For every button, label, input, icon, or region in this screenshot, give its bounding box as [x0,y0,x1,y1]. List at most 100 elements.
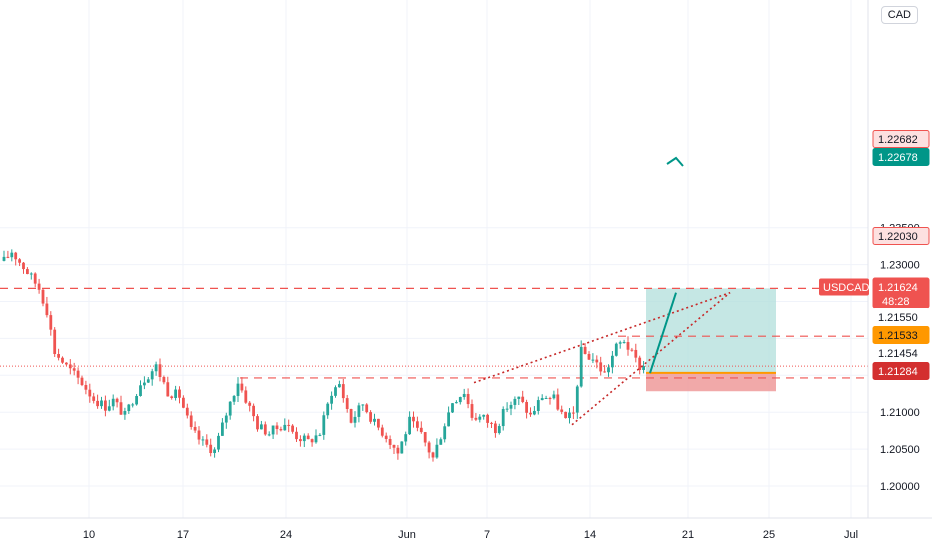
candle-body [248,402,252,406]
candle-body [100,400,103,407]
candle-body [252,405,255,417]
candle-body [236,383,240,396]
candle-body [455,402,458,404]
candle-body [244,390,248,403]
price-tag-value: 1.21550 [878,312,918,324]
profit-zone [646,288,776,373]
x-tick-label: 21 [682,529,694,541]
candle-body [318,434,322,436]
candle-body [295,431,298,440]
candle-body [634,349,638,358]
candle-body [123,411,127,415]
wedge-upper-line [473,291,731,384]
candle-body [423,432,427,443]
candle-body [2,256,6,261]
price-tag [872,148,930,166]
candle-body [72,368,76,371]
candle-body [158,364,162,378]
candle-body [334,387,337,396]
candle-body [322,415,326,435]
candle-body [205,439,209,445]
y-tick-label: 1.20000 [880,481,920,493]
candle-body [104,400,107,411]
candle-body [384,435,388,439]
candle-body [501,409,505,427]
symbol-tag [819,278,869,296]
candle-body [556,394,560,410]
candle-body [189,415,193,427]
candle-body [373,418,376,422]
candle-body [170,396,174,398]
candle-body [45,303,49,316]
candle-body [217,435,220,450]
candle-body [349,408,353,423]
x-tick-label: 10 [83,529,95,541]
candle-body [263,424,267,435]
candle-body [607,367,610,373]
candle-body [306,435,310,440]
candle-body [57,354,60,358]
candle-body [630,349,634,351]
candle-body [41,289,45,304]
candle-body [404,434,408,442]
candle-body [458,397,462,403]
currency-label[interactable]: CAD [880,6,918,24]
position-zone-layer [646,288,776,392]
candle-body [595,359,599,363]
candle-body [228,401,232,416]
candle-body [271,425,275,435]
candle-body [486,414,489,423]
candle-body [314,435,318,443]
candle-body [6,256,10,258]
candle-body [431,452,435,458]
candle-body [575,386,579,413]
candle-body [115,398,119,403]
candle-body [583,346,587,354]
price-tag [872,326,930,344]
candle-body [614,343,618,356]
grid-layer [0,0,868,518]
candle-body [427,442,431,453]
candle-body [221,422,224,436]
candle-body [560,409,564,412]
price-tags-layer: 1.22682 1.22678 1.22030 1.21624 48:28 1.21550… [819,130,930,380]
candle-body [622,342,626,344]
candle-body [14,252,18,260]
candle-body [497,426,501,434]
candle-body [283,424,287,431]
candle-body [18,259,21,263]
candle-body [162,377,166,383]
candle-body [65,362,68,365]
candle-body [240,383,244,391]
candle-body [638,357,642,370]
candle-body [232,395,236,402]
candle-body [525,402,528,413]
y-tick-label: 1.23000 [880,260,920,272]
candle-body [353,416,357,423]
horizontal-levels-layer [0,287,868,379]
y-tick-label: 1.21000 [880,407,920,419]
price-tag-value: 1.22682 [878,134,918,146]
candle-body [466,393,470,405]
time-axis[interactable]: 10 17 24 Jun 7 14 21 25 Jul [0,517,932,541]
target-arrow-head [666,156,684,167]
candle-body [642,366,645,370]
candle-body [119,402,123,415]
candle-body [131,404,135,406]
x-tick-label: 25 [763,529,775,541]
candle-body [587,353,591,360]
candle-body [139,385,142,397]
candle-body [338,384,341,388]
candle-body [49,315,53,330]
price-axis[interactable]: 1.200001.205001.210001.215001.220001.225… [867,0,920,518]
x-tick-label: Jul [844,529,858,541]
candle-body [509,404,513,409]
y-tick-label: 1.20500 [880,444,920,456]
x-tick-label: 7 [484,529,490,541]
candle-body [579,346,583,387]
candle-body [29,273,33,275]
candle-body [544,398,548,400]
candle-body [564,411,567,419]
